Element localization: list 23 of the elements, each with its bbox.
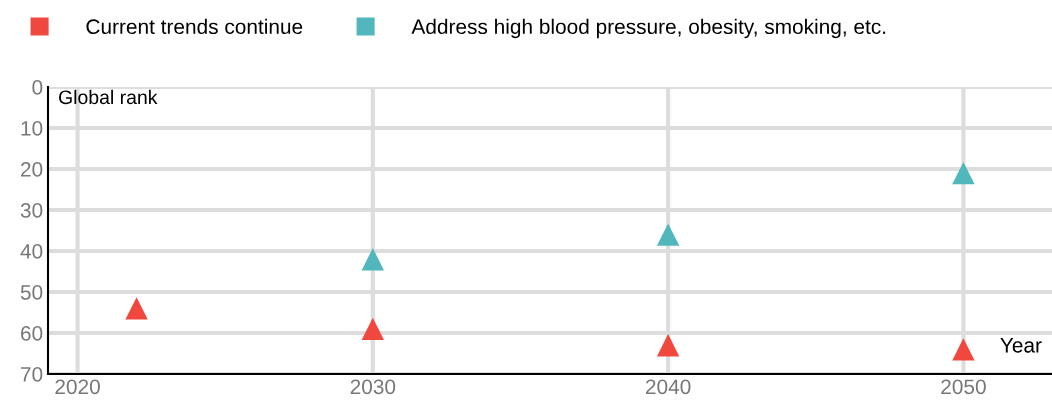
y-tick-label: 30: [20, 203, 43, 218]
legend-label: Address high blood pressure, obesity, smoking, etc.: [411, 18, 886, 39]
x-axis-title: Year: [1000, 338, 1042, 353]
point: [125, 297, 148, 320]
y-tick-label: 60: [21, 326, 43, 341]
y-tick-label: 70: [21, 367, 43, 382]
x-tick-label: 2020: [55, 379, 100, 395]
legend-label: Current trends continue: [86, 18, 303, 35]
point: [952, 161, 975, 185]
point: [656, 334, 680, 357]
y-axis-title: Global rank: [59, 89, 158, 105]
y-tick-label: 20: [21, 162, 43, 177]
x-tick-label: 2040: [646, 379, 691, 395]
point: [361, 317, 385, 341]
point: [952, 338, 975, 361]
point: [361, 248, 385, 271]
point: [656, 223, 680, 246]
y-tick-label: 50: [20, 285, 43, 300]
x-tick-label: 2030: [350, 379, 396, 395]
x-tick-label: 2050: [941, 379, 986, 395]
y-tick-label: 40: [20, 244, 43, 259]
y-tick-label: 10: [21, 121, 43, 136]
y-tick-label: 0: [32, 80, 43, 95]
